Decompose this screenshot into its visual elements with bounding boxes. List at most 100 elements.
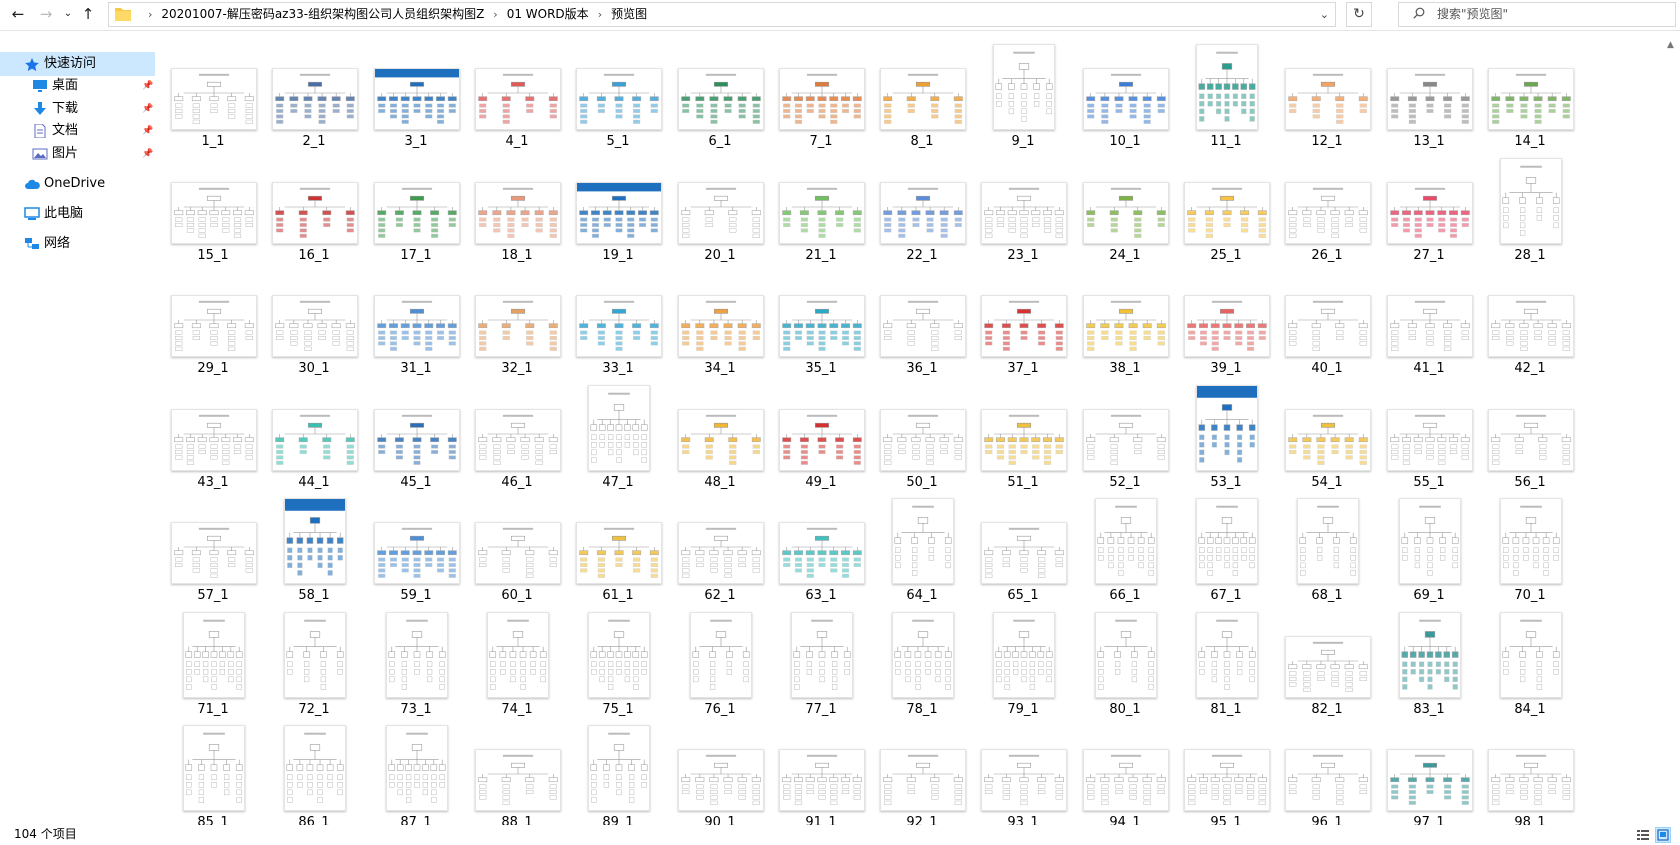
file-thumbnail[interactable] <box>880 68 966 130</box>
chevron-right-icon[interactable]: › <box>148 8 153 21</box>
file-item[interactable]: 33_1 <box>565 267 671 383</box>
file-item[interactable]: 22_1 <box>869 154 975 270</box>
file-thumbnail[interactable] <box>1387 749 1473 811</box>
file-thumbnail[interactable] <box>475 68 561 130</box>
file-thumbnail[interactable] <box>791 612 853 698</box>
file-item[interactable]: 39_1 <box>1173 267 1279 383</box>
file-item[interactable]: 8_1 <box>869 40 975 156</box>
file-thumbnail[interactable] <box>588 385 650 471</box>
file-item[interactable]: 58_1 <box>261 494 367 610</box>
file-item[interactable]: 34_1 <box>667 267 773 383</box>
file-thumbnail[interactable] <box>588 725 650 811</box>
chevron-right-icon[interactable]: › <box>493 8 498 21</box>
file-item[interactable]: 63_1 <box>768 494 874 610</box>
file-thumbnail[interactable] <box>576 522 662 584</box>
file-item[interactable]: 45_1 <box>363 381 469 497</box>
file-thumbnail[interactable] <box>880 295 966 357</box>
file-thumbnail[interactable] <box>171 409 257 471</box>
file-thumbnail[interactable] <box>475 182 561 244</box>
file-thumbnail[interactable] <box>1488 749 1574 811</box>
file-thumbnail[interactable] <box>171 522 257 584</box>
file-thumbnail[interactable] <box>386 725 448 811</box>
breadcrumb-item[interactable]: 预览图 <box>611 7 648 21</box>
file-item[interactable]: 25_1 <box>1173 154 1279 270</box>
pin-icon[interactable]: 📌 <box>142 149 154 159</box>
file-item[interactable]: 28_1 <box>1477 154 1583 270</box>
file-thumbnail[interactable] <box>779 182 865 244</box>
file-item[interactable]: 50_1 <box>869 381 975 497</box>
file-item[interactable]: 36_1 <box>869 267 975 383</box>
file-thumbnail[interactable] <box>678 409 764 471</box>
file-thumbnail[interactable] <box>892 498 954 584</box>
file-item[interactable]: 56_1 <box>1477 381 1583 497</box>
file-item[interactable]: 52_1 <box>1072 381 1178 497</box>
file-thumbnail[interactable] <box>1399 612 1461 698</box>
file-item[interactable]: 18_1 <box>464 154 570 270</box>
file-thumbnail[interactable] <box>386 612 448 698</box>
file-item[interactable]: 10_1 <box>1072 40 1178 156</box>
file-item[interactable]: 6_1 <box>667 40 773 156</box>
file-thumbnail[interactable] <box>779 749 865 811</box>
file-thumbnail[interactable] <box>1488 295 1574 357</box>
search-box[interactable]: 搜索"预览图" <box>1398 2 1676 27</box>
file-thumbnail[interactable] <box>1285 636 1371 698</box>
sidebar-item-7[interactable]: 网络 <box>0 232 155 256</box>
file-item[interactable]: 66_1 <box>1072 494 1178 610</box>
file-item[interactable]: 4_1 <box>464 40 570 156</box>
details-view-icon[interactable] <box>1636 828 1650 842</box>
file-thumbnail[interactable] <box>880 182 966 244</box>
file-thumbnail[interactable] <box>1083 749 1169 811</box>
file-item[interactable]: 35_1 <box>768 267 874 383</box>
file-thumbnail[interactable] <box>981 295 1067 357</box>
sidebar-item-4[interactable]: 图片 📌 <box>0 142 155 166</box>
file-item[interactable]: 77_1 <box>768 608 874 724</box>
file-thumbnail[interactable] <box>678 182 764 244</box>
file-item[interactable]: 40_1 <box>1274 267 1380 383</box>
address-bar[interactable]: › 20201007-解压密码az33-组织架构图公司人员组织架构图Z › 01 WO… <box>108 2 1336 27</box>
file-thumbnail[interactable] <box>1285 68 1371 130</box>
file-item[interactable]: 17_1 <box>363 154 469 270</box>
file-thumbnail[interactable] <box>779 409 865 471</box>
file-item[interactable]: 31_1 <box>363 267 469 383</box>
file-thumbnail[interactable] <box>1184 749 1270 811</box>
file-item[interactable]: 95_1 <box>1173 721 1279 825</box>
file-item[interactable]: 29_1 <box>160 267 266 383</box>
file-item[interactable]: 19_1 <box>565 154 671 270</box>
file-thumbnail[interactable] <box>993 44 1055 130</box>
file-thumbnail[interactable] <box>678 749 764 811</box>
file-item[interactable]: 37_1 <box>970 267 1076 383</box>
file-item[interactable]: 62_1 <box>667 494 773 610</box>
file-thumbnail[interactable] <box>1083 409 1169 471</box>
file-thumbnail[interactable] <box>1297 498 1359 584</box>
file-item[interactable]: 49_1 <box>768 381 874 497</box>
file-item[interactable]: 11_1 <box>1173 40 1279 156</box>
chevron-right-icon[interactable]: › <box>597 8 603 21</box>
sidebar-item-5[interactable]: OneDrive <box>0 172 155 196</box>
file-thumbnail[interactable] <box>1196 385 1258 471</box>
file-item[interactable]: 3_1 <box>363 40 469 156</box>
file-thumbnail[interactable] <box>1387 182 1473 244</box>
file-thumbnail[interactable] <box>374 522 460 584</box>
file-item[interactable]: 92_1 <box>869 721 975 825</box>
file-thumbnail[interactable] <box>284 725 346 811</box>
file-thumbnail[interactable] <box>1488 68 1574 130</box>
breadcrumb-item[interactable]: 20201007-解压密码az33-组织架构图公司人员组织架构图Z <box>161 7 485 21</box>
file-item[interactable]: 91_1 <box>768 721 874 825</box>
forward-button[interactable]: → <box>36 4 56 24</box>
file-thumbnail[interactable] <box>690 612 752 698</box>
file-item[interactable]: 69_1 <box>1376 494 1482 610</box>
file-item[interactable]: 43_1 <box>160 381 266 497</box>
file-thumbnail[interactable] <box>475 409 561 471</box>
file-thumbnail[interactable] <box>1184 295 1270 357</box>
file-item[interactable]: 85_1 <box>160 721 266 825</box>
file-item[interactable]: 86_1 <box>261 721 367 825</box>
file-item[interactable]: 68_1 <box>1274 494 1380 610</box>
file-thumbnail[interactable] <box>272 182 358 244</box>
file-item[interactable]: 75_1 <box>565 608 671 724</box>
sidebar-item-1[interactable]: 桌面 📌 <box>0 74 155 98</box>
vertical-scrollbar[interactable]: ▲ <box>1664 40 1680 825</box>
file-thumbnail[interactable] <box>1500 498 1562 584</box>
file-item[interactable]: 32_1 <box>464 267 570 383</box>
file-item[interactable]: 61_1 <box>565 494 671 610</box>
file-thumbnail[interactable] <box>1387 295 1473 357</box>
